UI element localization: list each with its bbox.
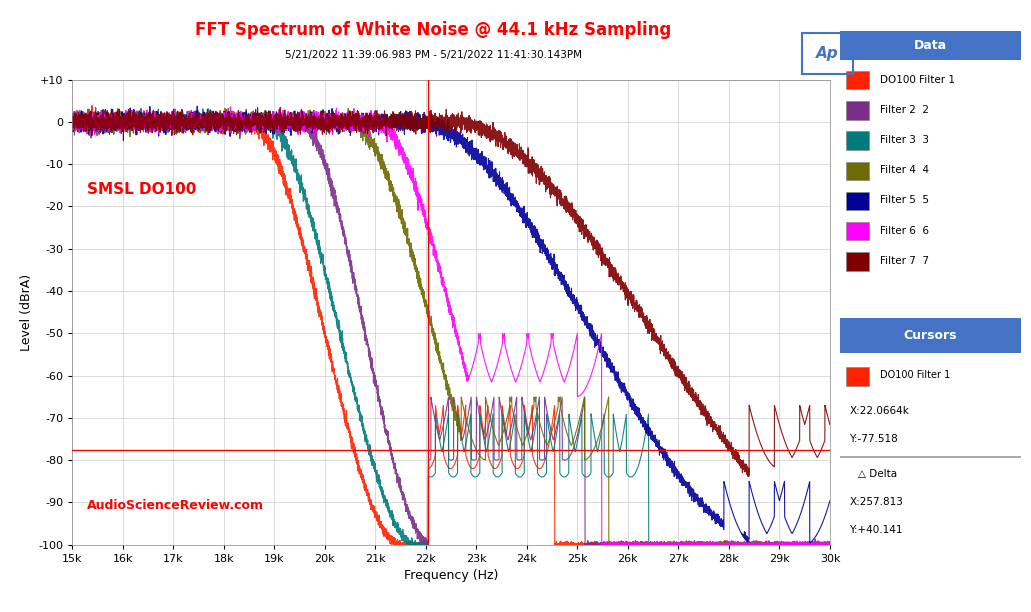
Y-axis label: Level (dBrA): Level (dBrA) xyxy=(20,274,33,351)
Text: SMSL DO100: SMSL DO100 xyxy=(88,182,197,197)
Text: Ap: Ap xyxy=(817,46,838,61)
Text: Filter 5  5: Filter 5 5 xyxy=(879,195,929,206)
Bar xyxy=(845,222,869,241)
Text: 5/21/2022 11:39:06.983 PM - 5/21/2022 11:41:30.143PM: 5/21/2022 11:39:06.983 PM - 5/21/2022 11… xyxy=(285,50,581,60)
Text: X:22.0664k: X:22.0664k xyxy=(850,406,909,416)
Bar xyxy=(845,367,869,386)
Text: DO100 Filter 1: DO100 Filter 1 xyxy=(879,75,955,84)
Bar xyxy=(845,162,869,180)
Bar xyxy=(840,31,1021,60)
Text: Y:+40.141: Y:+40.141 xyxy=(850,525,903,535)
Text: Cursors: Cursors xyxy=(904,329,957,342)
Text: Filter 4  4: Filter 4 4 xyxy=(879,165,929,175)
Text: Filter 6  6: Filter 6 6 xyxy=(879,225,929,236)
Bar xyxy=(840,456,1021,458)
Text: FFT Spectrum of White Noise @ 44.1 kHz Sampling: FFT Spectrum of White Noise @ 44.1 kHz S… xyxy=(195,21,671,39)
Text: △ Delta: △ Delta xyxy=(858,469,897,479)
Text: X:257.813: X:257.813 xyxy=(850,497,903,507)
Text: DO100 Filter 1: DO100 Filter 1 xyxy=(879,370,951,380)
X-axis label: Frequency (Hz): Frequency (Hz) xyxy=(404,569,498,582)
Bar xyxy=(845,252,869,271)
Text: Data: Data xyxy=(913,39,947,52)
Bar xyxy=(845,101,869,119)
Text: Y:-77.518: Y:-77.518 xyxy=(850,434,898,444)
Bar xyxy=(845,71,869,89)
Bar xyxy=(840,318,1021,353)
Text: Filter 3  3: Filter 3 3 xyxy=(879,135,929,145)
Bar xyxy=(845,192,869,210)
Text: Filter 7  7: Filter 7 7 xyxy=(879,256,929,266)
Text: AudioScienceReview.com: AudioScienceReview.com xyxy=(88,499,264,512)
Bar xyxy=(845,132,869,150)
Text: Filter 2  2: Filter 2 2 xyxy=(879,105,929,115)
